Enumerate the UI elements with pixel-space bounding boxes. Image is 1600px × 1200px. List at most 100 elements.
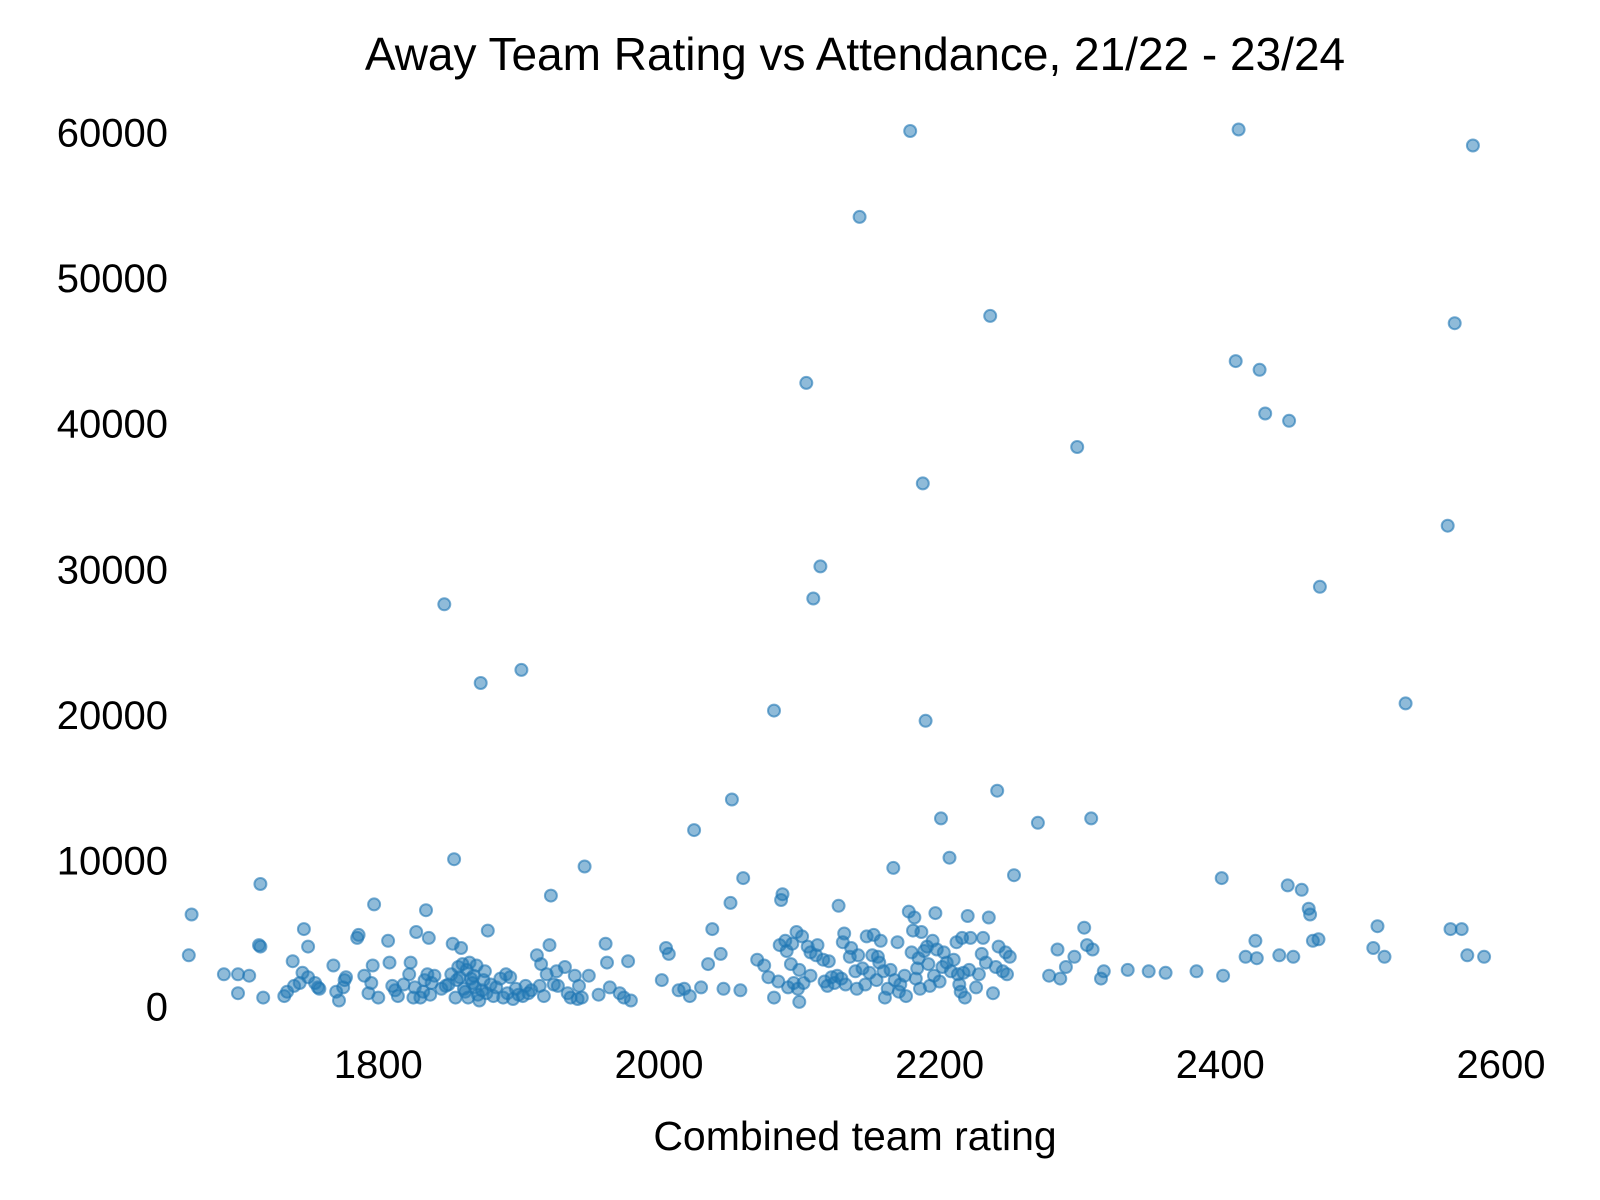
data-point	[402, 967, 417, 982]
data-point	[661, 946, 676, 961]
data-point	[1454, 922, 1469, 937]
data-point	[831, 898, 846, 913]
data-point	[421, 930, 436, 945]
data-point	[813, 559, 828, 574]
data-point	[1058, 960, 1073, 974]
x-tick-label: 1800	[334, 1043, 423, 1087]
data-point	[600, 955, 614, 970]
data-point	[990, 783, 1005, 798]
data-point	[543, 888, 558, 903]
data-point	[716, 981, 731, 996]
data-point	[253, 939, 268, 954]
data-point	[694, 980, 709, 995]
data-point	[591, 987, 606, 1002]
data-point	[1303, 907, 1318, 922]
data-point	[701, 957, 716, 972]
data-point	[231, 986, 245, 1001]
data-point	[1447, 316, 1462, 331]
data-point	[1085, 942, 1100, 957]
data-point	[351, 927, 366, 942]
data-point	[897, 968, 912, 983]
data-point	[1077, 920, 1092, 935]
y-tick-label: 10000	[57, 840, 168, 884]
data-point	[581, 968, 596, 983]
data-point	[1248, 933, 1263, 948]
data-point	[480, 923, 495, 938]
data-point	[810, 938, 825, 953]
data-point	[371, 990, 386, 1005]
data-point	[687, 823, 702, 838]
data-point	[390, 989, 405, 1004]
x-tick-label: 2400	[1176, 1043, 1265, 1087]
chart-title: Away Team Rating vs Attendance, 21/22 - …	[365, 28, 1345, 80]
data-point	[536, 989, 551, 1004]
data-point	[946, 952, 961, 967]
data-point	[447, 852, 462, 867]
data-point	[757, 958, 772, 973]
data-point	[312, 981, 327, 996]
points-layer	[181, 122, 1492, 1009]
data-point	[423, 987, 438, 1002]
data-point	[454, 941, 469, 955]
y-tick-label: 0	[146, 985, 168, 1029]
data-point	[256, 990, 271, 1005]
data-point	[621, 954, 636, 969]
y-tick-label: 30000	[57, 548, 168, 592]
data-point	[403, 955, 418, 970]
data-point	[557, 960, 572, 974]
data-point	[869, 973, 884, 988]
data-point	[976, 930, 991, 945]
x-tick-label: 2600	[1457, 1043, 1546, 1087]
data-point	[1053, 971, 1068, 986]
data-point	[983, 308, 998, 323]
data-point	[858, 977, 873, 992]
data-point	[623, 993, 638, 1008]
data-point	[181, 948, 196, 963]
data-point	[851, 948, 866, 963]
data-point	[1214, 871, 1229, 886]
data-point	[837, 926, 852, 941]
data-point	[1070, 440, 1085, 454]
data-point	[724, 792, 739, 807]
data-point	[792, 994, 807, 1009]
data-point	[1311, 932, 1326, 947]
data-point	[1286, 949, 1301, 964]
x-axis-ticks: 1800 2000 2200 2400 2600	[334, 1043, 1546, 1087]
data-point	[1377, 949, 1392, 964]
data-point	[1280, 878, 1295, 893]
data-point	[799, 375, 814, 390]
data-point	[890, 935, 905, 950]
data-point	[1084, 811, 1099, 826]
data-point	[364, 976, 379, 990]
data-point	[365, 958, 380, 973]
data-point	[907, 910, 922, 925]
data-point	[216, 967, 231, 982]
data-point	[1231, 122, 1246, 137]
data-point	[1030, 815, 1045, 830]
data-point	[733, 983, 748, 998]
data-point	[285, 954, 300, 969]
data-point	[1440, 518, 1455, 533]
data-point	[971, 967, 986, 982]
data-point	[903, 124, 918, 138]
data-point	[253, 877, 268, 891]
data-point	[969, 980, 984, 995]
data-point	[767, 990, 781, 1005]
data-point	[301, 939, 316, 954]
data-point	[296, 922, 311, 937]
data-point	[1294, 882, 1309, 897]
data-point	[792, 962, 807, 977]
data-point	[577, 859, 592, 874]
data-point	[852, 209, 867, 224]
data-point	[1158, 965, 1173, 980]
data-point	[427, 968, 442, 983]
data-point	[957, 990, 972, 1005]
data-point	[574, 990, 589, 1005]
data-point	[1282, 413, 1297, 428]
data-point	[981, 910, 996, 925]
data-point	[705, 922, 720, 937]
data-point	[326, 958, 341, 973]
data-point	[534, 957, 549, 972]
data-point	[806, 591, 821, 606]
data-point	[1366, 941, 1381, 955]
